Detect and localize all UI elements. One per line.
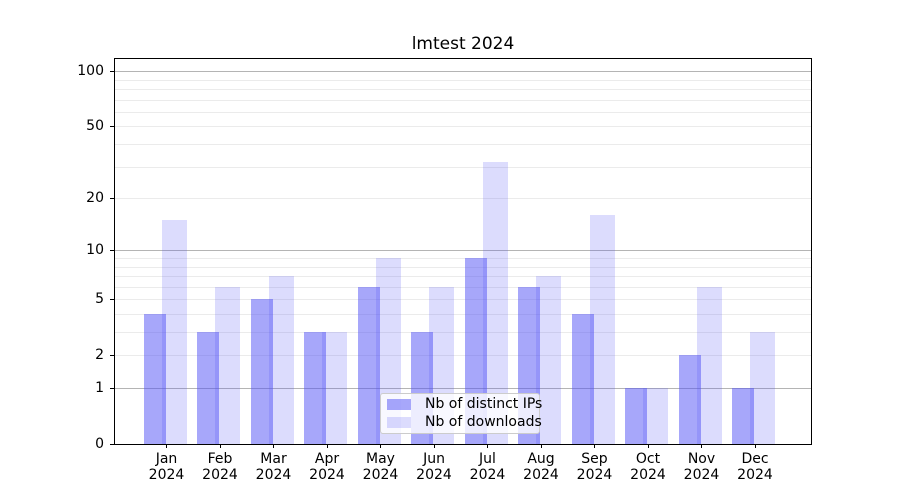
bar-distinct-ips-dec: [732, 388, 754, 444]
y-tick-mark-5: [110, 298, 115, 300]
bar-distinct-ips-mar: [250, 299, 273, 444]
gridline-minor-7: [115, 276, 811, 278]
x-tick-mark-feb: [219, 444, 221, 448]
x-tick-label-jun: Jun 2024: [416, 451, 452, 483]
bar-downloads-aug: [536, 276, 561, 444]
gridline-minor-3: [115, 332, 811, 334]
bar-distinct-ips-feb: [197, 332, 219, 444]
gridline-minor-2: [115, 355, 811, 357]
y-tick-mark-50: [110, 125, 115, 127]
y-tick-label-2: 2: [95, 346, 104, 363]
x-tick-mark-apr: [326, 444, 328, 448]
gridline-minor-60: [115, 111, 811, 113]
gridline-minor-70: [115, 99, 811, 101]
y-tick-label-0: 0: [95, 435, 104, 452]
y-tick-label-5: 5: [95, 290, 104, 307]
bar-downloads-jan: [161, 220, 187, 444]
y-tick-mark-20: [110, 197, 115, 199]
x-tick-mark-nov: [701, 444, 702, 448]
gridline-minor-80: [115, 89, 811, 91]
legend-swatch-downloads: [387, 417, 411, 428]
y-tick-mark-10: [110, 249, 115, 251]
x-tick-mark-jun: [433, 444, 435, 448]
legend-label-downloads: Nb of downloads: [425, 414, 542, 430]
gridline-minor-8: [115, 266, 811, 268]
gridline-minor-9: [115, 258, 811, 259]
x-tick-mark-mar: [273, 444, 274, 448]
legend-label-distinct-ips: Nb of distinct IPs: [425, 396, 543, 412]
bar-distinct-ips-jan: [143, 313, 166, 444]
gridline-minor-90: [115, 79, 811, 81]
x-tick-mark-aug: [540, 444, 542, 448]
x-tick-mark-oct: [647, 444, 649, 448]
bar-distinct-ips-sep: [571, 313, 594, 444]
x-tick-mark-sep: [594, 444, 595, 448]
x-tick-label-jan: Jan 2024: [148, 451, 185, 483]
bar-distinct-ips-apr: [304, 332, 326, 444]
bar-downloads-mar: [268, 276, 294, 444]
gridline-minor-6: [115, 286, 811, 288]
y-tick-mark-0: [110, 443, 115, 445]
gridline-minor-30: [115, 166, 811, 168]
y-tick-label-20: 20: [86, 189, 104, 206]
bar-distinct-ips-nov: [678, 355, 701, 444]
x-tick-mark-dec: [754, 444, 756, 448]
legend: Nb of distinct IPs Nb of downloads: [380, 393, 543, 434]
gridline-minor-50: [115, 126, 811, 128]
x-tick-label-jul: Jul 2024: [469, 451, 506, 483]
bar-distinct-ips-oct: [625, 388, 647, 444]
bar-downloads-nov: [696, 286, 722, 444]
gridline-minor-5: [115, 299, 811, 301]
bar-downloads-dec: [750, 332, 775, 444]
y-tick-mark-2: [110, 354, 115, 356]
y-tick-label-10: 10: [86, 241, 104, 258]
y-tick-mark-100: [110, 70, 115, 72]
gridline-minor-4: [115, 313, 811, 315]
x-tick-label-nov: Nov 2024: [683, 451, 720, 483]
y-tick-label-1: 1: [95, 379, 104, 396]
y-tick-mark-1: [110, 387, 115, 389]
legend-item-distinct-ips: Nb of distinct IPs: [387, 396, 543, 412]
bar-distinct-ips-may: [357, 286, 380, 444]
y-tick-label-100: 100: [77, 62, 104, 79]
gridline-minor-40: [115, 144, 811, 146]
bar-downloads-apr: [322, 332, 347, 444]
bar-downloads-feb: [215, 286, 240, 444]
gridline-minor-20: [115, 198, 811, 200]
gridline-major-10: [115, 250, 811, 252]
x-tick-label-aug: Aug 2024: [523, 451, 559, 483]
x-tick-label-sep: Sep 2024: [576, 451, 613, 483]
x-tick-label-feb: Feb 2024: [202, 451, 238, 483]
x-tick-label-may: May 2024: [362, 451, 399, 483]
x-tick-mark-jul: [487, 444, 488, 448]
bar-downloads-sep: [589, 215, 615, 444]
x-tick-mark-jan: [166, 444, 167, 448]
x-tick-label-mar: Mar 2024: [255, 451, 292, 483]
chart-title: lmtest 2024: [411, 34, 515, 54]
x-tick-label-oct: Oct 2024: [630, 451, 666, 483]
gridline-major-1: [115, 388, 811, 389]
x-tick-label-apr: Apr 2024: [309, 451, 345, 483]
plot-area: [114, 58, 812, 445]
y-tick-label-50: 50: [86, 117, 104, 134]
bar-downloads-oct: [643, 388, 668, 444]
x-tick-mark-may: [380, 444, 381, 448]
legend-item-downloads: Nb of downloads: [387, 414, 542, 430]
x-tick-label-dec: Dec 2024: [737, 451, 773, 483]
gridline-major-100: [115, 71, 811, 73]
legend-swatch-distinct-ips: [387, 399, 411, 410]
